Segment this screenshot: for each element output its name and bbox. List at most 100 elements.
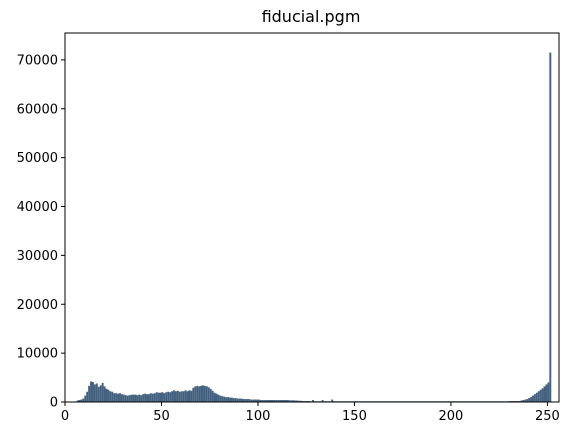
histogram-bar: [198, 386, 201, 402]
histogram-bar: [526, 399, 529, 402]
histogram-bar: [267, 400, 270, 402]
y-tick-label: 60000: [17, 102, 58, 117]
histogram-bar: [290, 400, 293, 402]
histogram-bar: [147, 394, 150, 402]
histogram-bar: [240, 398, 243, 402]
histogram-bar: [244, 399, 247, 402]
y-tick-label: 70000: [17, 53, 58, 68]
histogram-bar: [149, 393, 152, 402]
histogram-bar: [161, 392, 164, 402]
histogram-bar: [254, 399, 257, 402]
histogram-bar: [90, 381, 93, 402]
histogram-bar: [279, 400, 282, 402]
histogram-bar: [138, 394, 141, 402]
histogram-bar: [78, 400, 81, 402]
histogram-bar: [192, 387, 195, 402]
histogram-bar: [256, 399, 258, 402]
histogram-bar: [184, 390, 187, 402]
histogram-bar: [93, 384, 96, 402]
histogram-bar: [178, 391, 181, 402]
histogram-bar: [159, 392, 162, 402]
histogram-bar: [524, 399, 527, 402]
histogram-bar: [292, 400, 295, 402]
histogram-bar: [115, 393, 118, 402]
histogram-bar: [312, 400, 314, 402]
histogram-bar: [99, 385, 102, 402]
histogram-bar: [196, 385, 199, 402]
histogram-bar: [294, 400, 297, 402]
histogram-bar: [180, 391, 183, 402]
histogram-bar: [119, 393, 121, 402]
y-tick-label: 50000: [17, 151, 58, 166]
histogram-bar: [130, 394, 133, 402]
histogram-bar: [300, 400, 303, 402]
histogram-bar: [296, 400, 299, 402]
bars-layer: [74, 52, 552, 402]
histogram-bar: [207, 387, 210, 402]
histogram-bar: [80, 399, 83, 402]
histogram-bar: [283, 400, 285, 402]
histogram-bar: [134, 394, 137, 402]
y-tick-label: 10000: [17, 347, 58, 362]
histogram-bar: [288, 400, 291, 402]
histogram-bar: [88, 385, 91, 402]
histogram-bar: [549, 52, 552, 402]
histogram-bar: [261, 400, 264, 402]
histogram-bar: [120, 394, 123, 402]
histogram-bar: [151, 393, 154, 402]
histogram-bar: [541, 388, 544, 402]
histogram-bar: [97, 386, 100, 402]
histogram-bar: [545, 384, 548, 402]
x-tick-label: 50: [153, 409, 170, 424]
histogram-bar: [157, 392, 160, 402]
x-tick-label: 250: [535, 409, 560, 424]
histogram-bar: [265, 400, 268, 402]
histogram-bar: [238, 398, 241, 402]
histogram-bar: [227, 397, 230, 402]
histogram-bar: [230, 397, 233, 402]
histogram-bar: [188, 390, 191, 402]
histogram-bar: [269, 400, 272, 402]
histogram-bar: [252, 399, 255, 402]
histogram-bar: [223, 396, 226, 402]
histogram-bar: [122, 394, 125, 402]
histogram-bar: [142, 394, 145, 402]
histogram-bar: [539, 389, 542, 402]
histogram-bar: [537, 391, 540, 402]
histogram-bar: [76, 400, 79, 402]
histogram-bar: [174, 391, 177, 402]
histogram-bar: [528, 398, 531, 402]
histogram-bar: [182, 391, 185, 402]
chart-title: fiducial.pgm: [262, 7, 361, 26]
histogram-bar: [321, 400, 324, 402]
histogram-bar: [140, 395, 143, 402]
histogram-bar: [95, 383, 98, 402]
x-axis: 0 50 100 150 200 250: [61, 402, 560, 424]
histogram-bar: [298, 400, 301, 402]
histogram-bar: [522, 400, 525, 402]
histogram-bar: [246, 399, 249, 402]
histogram-bar: [165, 392, 168, 402]
histogram-bar: [126, 395, 129, 402]
histogram-bar: [144, 393, 147, 402]
histogram-bar: [163, 393, 166, 402]
histogram-bar: [217, 394, 220, 402]
y-axis: 0 10000 20000 30000 40000 50000 60000 70000: [17, 53, 65, 411]
histogram-bar: [263, 400, 266, 402]
histogram-bar: [273, 400, 276, 402]
histogram-bar: [533, 394, 536, 402]
histogram-bar: [259, 400, 262, 402]
histogram-bar: [242, 399, 245, 402]
histogram-bar: [117, 393, 120, 402]
histogram-bar: [202, 385, 204, 402]
histogram-bar: [277, 400, 280, 402]
x-tick-label: 100: [246, 409, 271, 424]
histogram-bar: [215, 393, 218, 402]
histogram-bar: [213, 392, 216, 402]
histogram-bar: [155, 392, 158, 402]
x-tick-label: 0: [61, 409, 69, 424]
histogram-bar: [535, 392, 538, 402]
histogram-bar: [169, 392, 172, 402]
histogram-bar: [109, 391, 112, 402]
histogram-bar: [271, 400, 274, 402]
